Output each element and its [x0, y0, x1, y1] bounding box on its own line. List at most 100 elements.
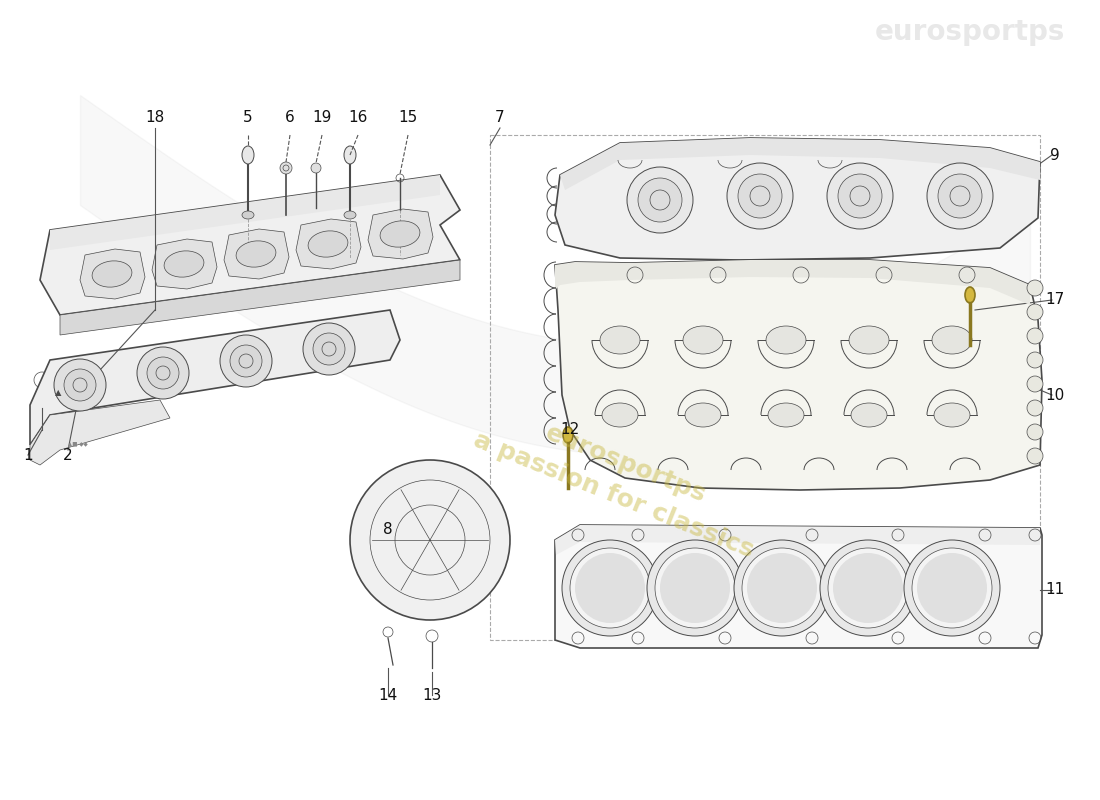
Circle shape [660, 553, 730, 623]
Ellipse shape [851, 403, 887, 427]
Polygon shape [224, 229, 289, 279]
Circle shape [627, 167, 693, 233]
Text: 18: 18 [145, 110, 165, 126]
Circle shape [742, 548, 822, 628]
Ellipse shape [242, 146, 254, 164]
Circle shape [654, 548, 735, 628]
Text: 2: 2 [63, 447, 73, 462]
Text: eurosportps
a passion for classics: eurosportps a passion for classics [470, 397, 770, 563]
Text: 8: 8 [383, 522, 393, 538]
Circle shape [1027, 376, 1043, 392]
Ellipse shape [308, 231, 348, 257]
Circle shape [904, 540, 1000, 636]
Circle shape [647, 540, 742, 636]
Polygon shape [556, 260, 1030, 305]
Ellipse shape [563, 427, 573, 443]
Ellipse shape [92, 261, 132, 287]
Polygon shape [152, 239, 217, 289]
Ellipse shape [965, 287, 975, 303]
Polygon shape [30, 310, 400, 445]
Text: 15: 15 [398, 110, 418, 126]
Circle shape [1027, 352, 1043, 368]
Polygon shape [60, 260, 460, 335]
Circle shape [1027, 424, 1043, 440]
Text: 16: 16 [349, 110, 367, 126]
Ellipse shape [164, 251, 204, 277]
Polygon shape [40, 175, 460, 315]
Circle shape [562, 540, 658, 636]
Ellipse shape [344, 146, 356, 164]
Circle shape [64, 369, 96, 401]
Circle shape [1027, 280, 1043, 296]
Polygon shape [560, 138, 1040, 190]
Circle shape [54, 359, 106, 411]
Polygon shape [80, 249, 145, 299]
Circle shape [833, 553, 903, 623]
Circle shape [938, 174, 982, 218]
Circle shape [828, 548, 907, 628]
Circle shape [827, 163, 893, 229]
Circle shape [727, 163, 793, 229]
Circle shape [230, 345, 262, 377]
Text: 14: 14 [378, 687, 397, 702]
Text: ▲■ ◆◆: ▲■ ◆◆ [68, 441, 88, 446]
Circle shape [1027, 304, 1043, 320]
Circle shape [311, 163, 321, 173]
Circle shape [838, 174, 882, 218]
Circle shape [280, 162, 292, 174]
Circle shape [350, 460, 510, 620]
Circle shape [747, 553, 817, 623]
Circle shape [570, 548, 650, 628]
Text: 5: 5 [243, 110, 253, 126]
Text: 10: 10 [1045, 387, 1065, 402]
Circle shape [575, 553, 645, 623]
Text: 12: 12 [560, 422, 580, 438]
Ellipse shape [242, 211, 254, 219]
Ellipse shape [685, 403, 720, 427]
Polygon shape [50, 175, 440, 250]
Circle shape [738, 174, 782, 218]
Ellipse shape [768, 403, 804, 427]
Ellipse shape [766, 326, 806, 354]
Ellipse shape [381, 221, 420, 247]
Text: ▲: ▲ [55, 388, 62, 397]
Circle shape [314, 333, 345, 365]
Polygon shape [368, 209, 433, 259]
Ellipse shape [602, 403, 638, 427]
Circle shape [1027, 400, 1043, 416]
Ellipse shape [236, 241, 276, 267]
Polygon shape [296, 219, 361, 269]
Circle shape [917, 553, 987, 623]
Text: 9: 9 [1050, 147, 1060, 162]
Circle shape [734, 540, 830, 636]
Circle shape [912, 548, 992, 628]
Ellipse shape [344, 211, 356, 219]
Polygon shape [556, 525, 1040, 555]
Polygon shape [556, 260, 1042, 490]
Circle shape [1027, 448, 1043, 464]
Ellipse shape [849, 326, 889, 354]
Circle shape [220, 335, 272, 387]
Ellipse shape [683, 326, 723, 354]
Text: 13: 13 [422, 687, 442, 702]
Circle shape [138, 347, 189, 399]
Text: 6: 6 [285, 110, 295, 126]
Polygon shape [556, 138, 1040, 260]
Circle shape [927, 163, 993, 229]
Circle shape [302, 323, 355, 375]
Circle shape [638, 178, 682, 222]
Ellipse shape [932, 326, 972, 354]
Text: 7: 7 [495, 110, 505, 126]
Polygon shape [30, 400, 170, 465]
Text: 11: 11 [1045, 582, 1065, 598]
Text: 19: 19 [312, 110, 332, 126]
Ellipse shape [934, 403, 970, 427]
Text: 1: 1 [23, 447, 33, 462]
Text: 17: 17 [1045, 293, 1065, 307]
Circle shape [820, 540, 916, 636]
Circle shape [147, 357, 179, 389]
Text: eurosportps: eurosportps [874, 18, 1065, 46]
Ellipse shape [600, 326, 640, 354]
Circle shape [1027, 328, 1043, 344]
Polygon shape [556, 525, 1042, 648]
